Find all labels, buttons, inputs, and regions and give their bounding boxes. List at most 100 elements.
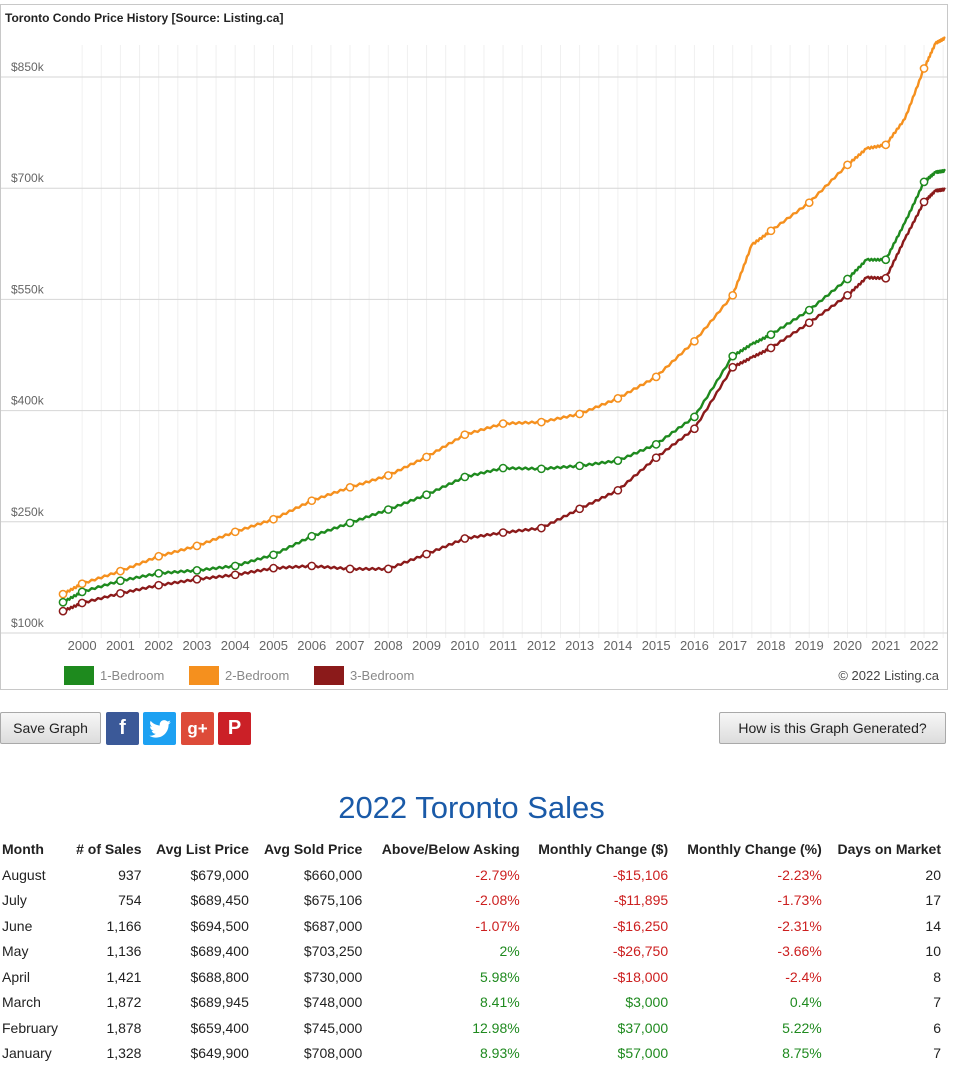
data-point [804,198,814,208]
cell-sales: 1,878 [106,1019,142,1036]
x-tick-label: 2007 [336,638,365,653]
data-point [537,523,546,533]
x-tick-label: 2005 [259,638,288,653]
cell-list-price: $688,800 [190,968,249,985]
copyright-text: © 2022 Listing.ca [838,668,939,683]
data-point [843,290,852,300]
data-point [383,471,393,480]
x-tick-label: 2011 [489,638,517,653]
save-graph-button[interactable]: Save Graph [0,712,101,744]
table-row: April 1,421 $688,800 $730,000 5.98% -$18,000 -… [0,964,943,990]
col-asking: Above/Below Asking [381,841,520,857]
legend-swatch [189,666,219,685]
data-point [651,372,661,382]
sales-table: Month # of Sales Avg List Price Avg Sold… [0,836,943,1066]
data-point [919,197,929,207]
cell-list-price: $689,400 [190,943,249,960]
data-point [383,505,393,514]
data-point [575,461,584,471]
cell-change-dollar: -$11,895 [613,892,669,909]
data-point [498,419,508,428]
x-tick-label: 2014 [603,638,632,653]
x-tick-label: 2008 [374,638,403,653]
data-point [843,274,852,284]
data-point [422,490,431,500]
x-tick-label: 2017 [718,638,747,653]
x-tick-label: 2000 [68,638,97,653]
data-point [881,255,891,265]
data-point [422,549,431,559]
data-point [345,564,355,574]
data-point [766,343,776,353]
cell-sold-price: $745,000 [303,1019,363,1036]
col-days: Days on Market [837,841,941,857]
x-tick-label: 2001 [106,638,135,653]
table-row: August 937 $679,000 $660,000 -2.79% -$15,106 -… [0,862,943,888]
y-tick-label: $250k [11,505,45,519]
cell-sales: 1,328 [106,1045,142,1062]
cell-days: 6 [933,1019,941,1036]
data-point [116,588,125,598]
twitter-icon[interactable] [143,712,176,745]
google-plus-icon[interactable]: g+ [181,712,214,745]
data-point [307,561,317,571]
data-point [728,290,738,300]
cell-sales: 754 [118,892,142,909]
cell-change-percent: -2.23% [777,866,822,883]
legend-swatch [64,666,94,685]
cell-change-percent: -1.73% [777,892,822,909]
cell-days: 10 [925,943,941,960]
data-point [269,563,278,573]
data-point [613,485,623,495]
cell-asking: 8.93% [479,1045,520,1062]
data-point [77,579,87,589]
x-tick-label: 2002 [144,638,173,653]
data-point [307,496,317,506]
x-tick-label: 2018 [757,638,786,653]
table-header-row: Month # of Sales Avg List Price Avg Sold… [0,836,943,862]
cell-days: 7 [933,994,941,1011]
chart-container: Toronto Condo Price History [Source: Lis… [0,4,948,690]
cell-days: 7 [933,1045,941,1062]
series-line-2-bedroom [62,36,946,595]
cell-list-price: $689,945 [190,994,249,1011]
x-tick-label: 2009 [412,638,441,653]
cell-month: March [2,994,41,1011]
cell-change-dollar: -$18,000 [612,968,669,985]
data-point [690,336,699,346]
pinterest-icon[interactable]: P [218,712,251,745]
data-point [651,439,661,449]
data-point [728,362,738,372]
data-point [690,424,699,434]
data-point [575,409,584,419]
x-tick-label: 2006 [297,638,326,653]
x-tick-label: 2012 [527,638,556,653]
cell-days: 14 [925,917,941,934]
x-tick-label: 2019 [795,638,824,653]
x-tick-label: 2010 [450,638,479,653]
price-history-chart: $100k $250k $400k $550k $700k $850k 2000 2001 20… [1,36,947,685]
data-point [460,472,470,482]
data-point [804,318,814,328]
table-row: May 1,136 $689,400 $703,250 2% -$26,750 -3.66%… [0,939,943,965]
cell-change-dollar: -$15,106 [612,866,669,883]
data-point [58,589,68,599]
how-generated-button[interactable]: How is this Graph Generated? [719,712,946,744]
data-point [537,417,546,427]
cell-list-price: $679,000 [190,866,249,883]
cell-list-price: $694,500 [190,917,249,934]
data-point [690,412,699,422]
data-point [460,534,470,543]
data-point [383,564,393,574]
data-point [575,504,584,514]
facebook-icon[interactable]: f [106,712,139,745]
data-point [269,514,278,524]
table-row: January 1,328 $649,900 $708,000 8.93% $57,000… [0,1041,943,1067]
col-month: Month [2,841,44,857]
y-tick-label: $850k [11,60,45,74]
sales-title: 2022 Toronto Sales [338,790,605,825]
data-point [613,456,623,465]
cell-asking: 5.98% [479,968,520,985]
cell-days: 17 [925,892,941,909]
x-tick-label: 2015 [642,638,671,653]
